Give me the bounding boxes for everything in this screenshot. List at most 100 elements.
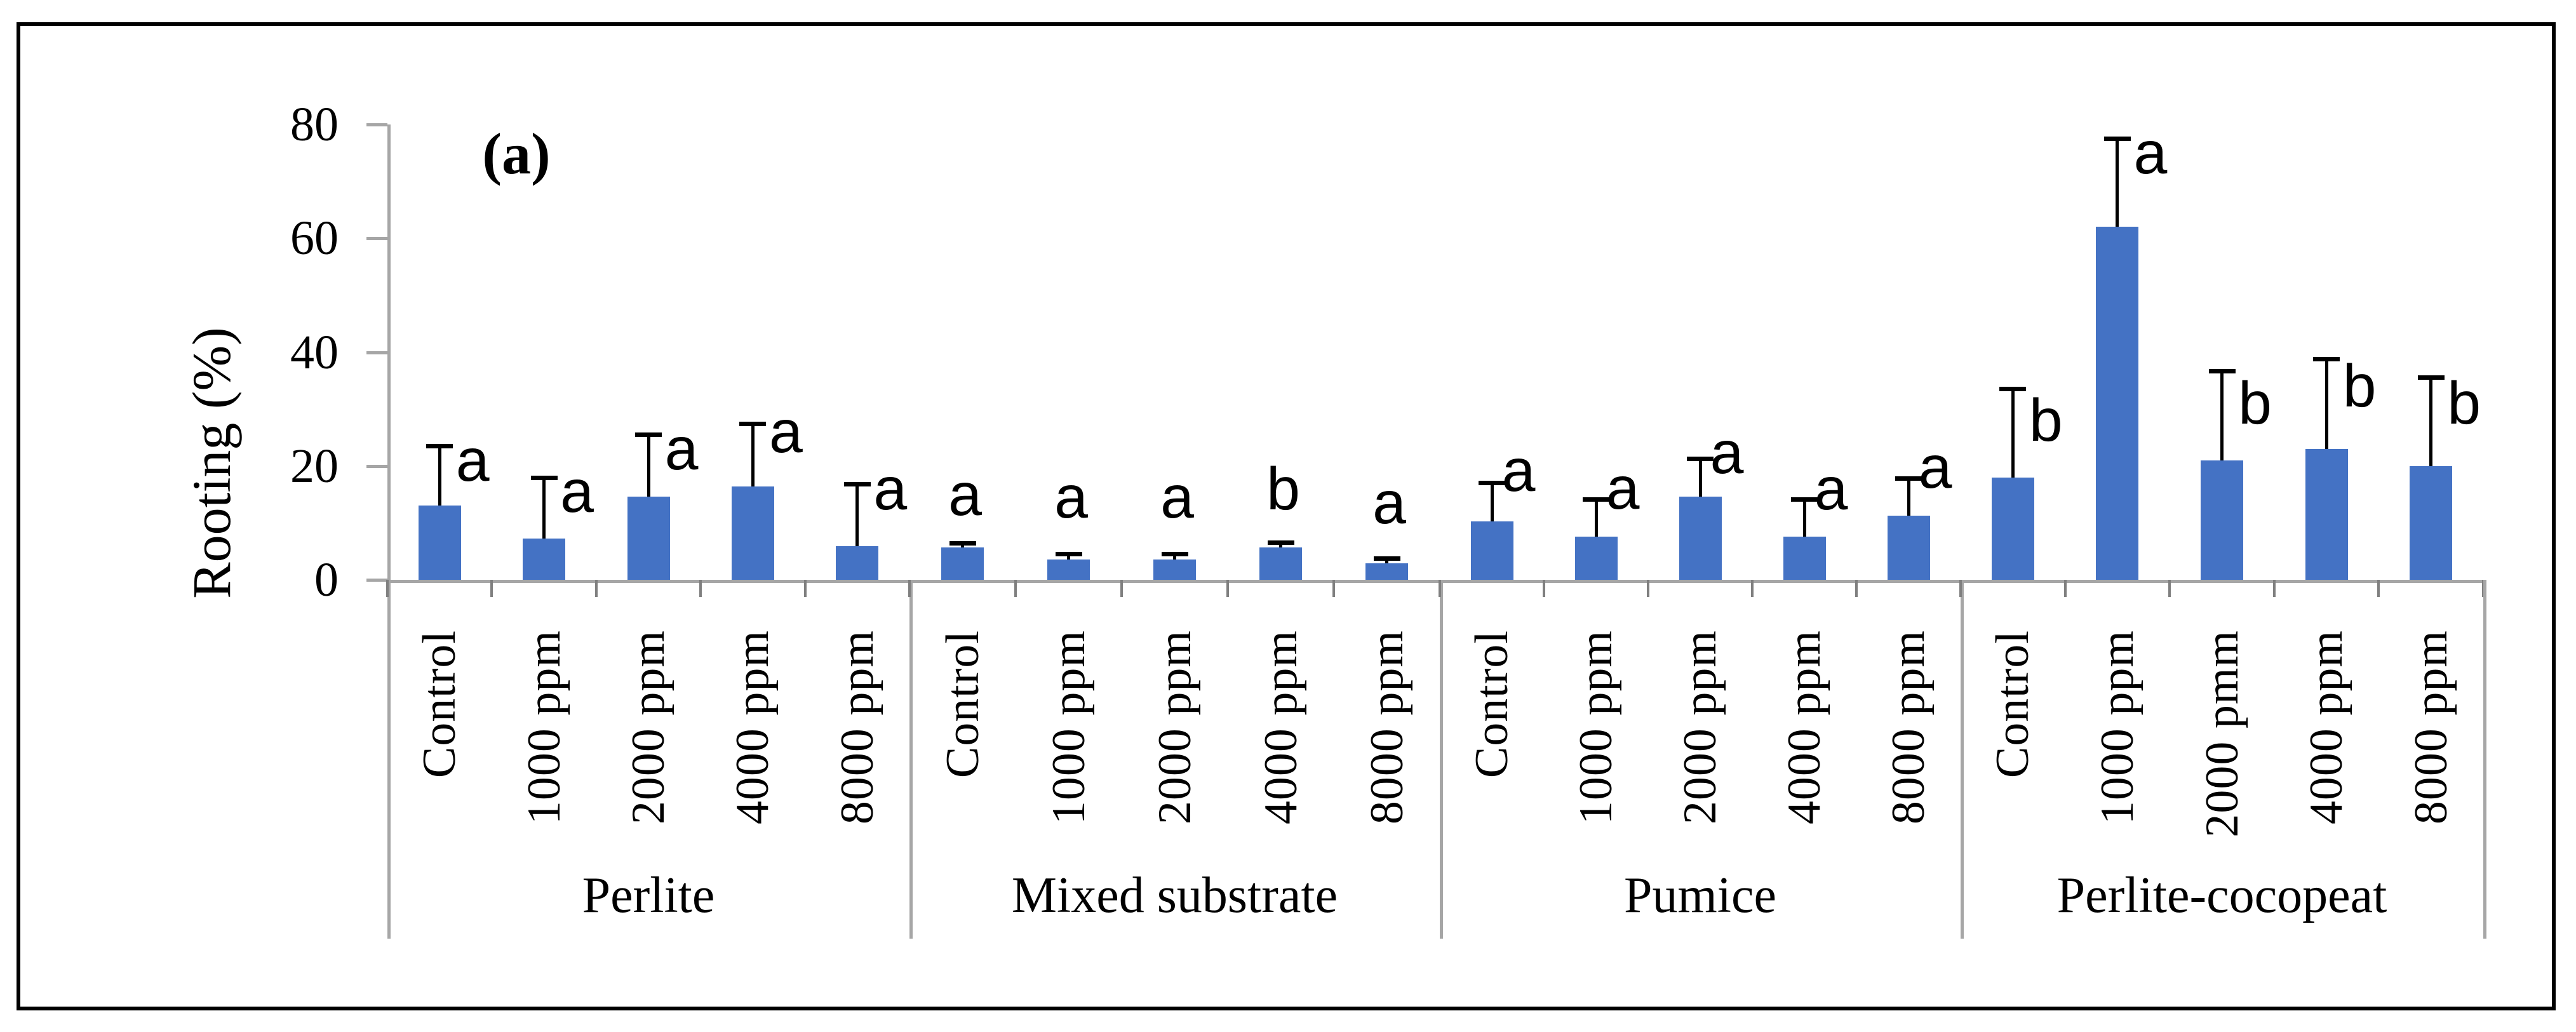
x-tick-label-text: 8000 ppm <box>2405 630 2457 825</box>
significance-letter: a <box>1918 434 1952 502</box>
group-divider <box>909 580 913 939</box>
x-tick-label: Control <box>413 630 466 778</box>
significance-letter: a <box>1501 436 1536 504</box>
x-tick-label-text: 8000 ppm <box>831 630 883 825</box>
group-label: Pumice <box>1624 868 1776 923</box>
bar <box>2305 448 2348 580</box>
group-label: Perlite <box>582 868 715 923</box>
x-tick-label-text: 4000 ppm <box>1254 630 1307 825</box>
significance-letter: a <box>1814 455 1848 523</box>
significance-letter: a <box>1054 464 1088 532</box>
y-tick-label: 40 <box>290 325 339 379</box>
significance-letter: a <box>1160 464 1194 532</box>
x-tick-label: 8000 ppm <box>831 630 884 824</box>
y-tick-mark <box>366 464 387 468</box>
category-tick-mark <box>908 580 911 597</box>
category-tick-mark <box>2063 580 2067 597</box>
category-tick-mark <box>1959 580 1962 597</box>
x-tick-label-text: 2000 ppm <box>1674 630 1726 825</box>
category-tick-mark <box>1332 580 1335 597</box>
error-bar-cap <box>635 432 662 438</box>
x-tick-label-text: 4000 ppm <box>1778 630 1830 825</box>
error-bar <box>2324 359 2328 449</box>
bar <box>1153 559 1196 580</box>
error-bar <box>1594 499 1598 537</box>
y-tick-label: 60 <box>290 211 339 265</box>
error-bar-cap <box>1999 386 2027 391</box>
bar <box>1047 559 1090 580</box>
significance-letter: a <box>768 398 803 466</box>
bar <box>1783 536 1826 580</box>
error-bar-cap <box>949 540 976 546</box>
y-tick-mark <box>366 237 387 241</box>
significance-letter: a <box>1372 469 1406 537</box>
error-bar-cap <box>1267 540 1294 545</box>
error-bar-cap <box>1373 556 1400 561</box>
significance-letter: a <box>1710 419 1744 487</box>
error-bar <box>1802 499 1806 537</box>
y-axis-line <box>387 124 391 583</box>
bar <box>1470 521 1513 580</box>
error-bar <box>2429 377 2433 466</box>
group-divider <box>387 580 391 939</box>
x-tick-label: 8000 ppm <box>2405 630 2458 824</box>
x-tick-label-text: 4000 ppm <box>727 630 779 825</box>
significance-letter: a <box>873 455 908 523</box>
category-tick-mark <box>1120 580 1123 597</box>
significance-letter: a <box>664 415 699 483</box>
x-tick-label: 4000 ppm <box>726 630 779 824</box>
error-bar-cap <box>1161 551 1188 556</box>
bar <box>2096 227 2139 580</box>
x-tick-label: Control <box>1465 630 1519 778</box>
error-bar <box>855 484 859 547</box>
bar <box>941 547 984 580</box>
y-tick-mark <box>366 579 387 582</box>
error-bar <box>1385 558 1388 563</box>
significance-letter: b <box>2238 370 2272 438</box>
bar <box>2410 466 2453 580</box>
error-bar <box>1907 478 1910 516</box>
bar <box>2201 460 2243 580</box>
x-tick-label: 4000 ppm <box>1778 630 1831 824</box>
error-bar-cap <box>426 444 453 449</box>
bar <box>418 506 461 580</box>
category-tick-mark <box>490 580 493 597</box>
error-bar <box>1173 553 1176 560</box>
x-tick-label: 2000 ppm <box>622 630 675 824</box>
panel-label: (a) <box>482 121 551 186</box>
significance-letter: b <box>1266 455 1300 523</box>
error-bar-cap <box>1687 457 1714 462</box>
error-bar-cap <box>530 475 558 480</box>
category-tick-mark <box>1543 580 1545 597</box>
group-label: Perlite-cocopeat <box>2056 868 2387 923</box>
bar <box>627 497 670 580</box>
bar <box>523 538 566 580</box>
y-tick-mark <box>366 351 387 354</box>
bar <box>1259 547 1302 580</box>
x-tick-label: Control <box>1986 630 2039 778</box>
category-tick-mark <box>699 580 702 597</box>
error-bar <box>647 434 650 497</box>
x-tick-label: 1000 ppm <box>1569 630 1623 824</box>
bar <box>1887 515 1930 580</box>
bar <box>1574 536 1618 580</box>
error-bar-cap <box>1791 497 1818 502</box>
error-bar-cap <box>1583 497 1609 502</box>
category-tick-mark <box>1855 580 1858 597</box>
significance-letter: b <box>2029 387 2063 455</box>
error-bar <box>2011 388 2015 478</box>
x-tick-label: 1000 ppm <box>1042 630 1096 824</box>
significance-letter: a <box>455 426 490 494</box>
x-axis-line <box>387 580 2485 583</box>
category-tick-mark <box>1439 580 1441 597</box>
y-tick-label: 80 <box>290 98 339 151</box>
significance-letter: b <box>2447 370 2481 438</box>
error-bar <box>1067 553 1070 560</box>
error-bar-cap <box>739 421 767 426</box>
significance-letter: a <box>948 460 982 528</box>
x-tick-label-text: Control <box>1987 630 2039 779</box>
error-bar-cap <box>2417 375 2445 380</box>
category-tick-mark <box>2272 580 2276 597</box>
category-tick-mark <box>1647 580 1649 597</box>
